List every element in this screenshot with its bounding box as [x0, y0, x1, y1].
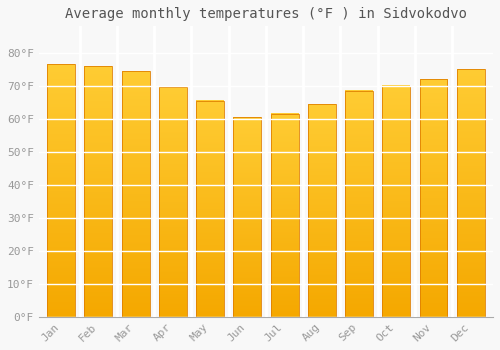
Bar [345, 91, 373, 317]
Bar [382, 86, 410, 317]
Bar [457, 69, 484, 317]
Bar [196, 100, 224, 317]
Bar [84, 66, 112, 317]
Bar [234, 117, 262, 317]
Bar [47, 64, 75, 317]
Bar [159, 88, 187, 317]
Bar [308, 104, 336, 317]
Bar [122, 71, 150, 317]
Bar [420, 79, 448, 317]
Title: Average monthly temperatures (°F ) in Sidvokodvo: Average monthly temperatures (°F ) in Si… [65, 7, 467, 21]
Bar [270, 114, 298, 317]
